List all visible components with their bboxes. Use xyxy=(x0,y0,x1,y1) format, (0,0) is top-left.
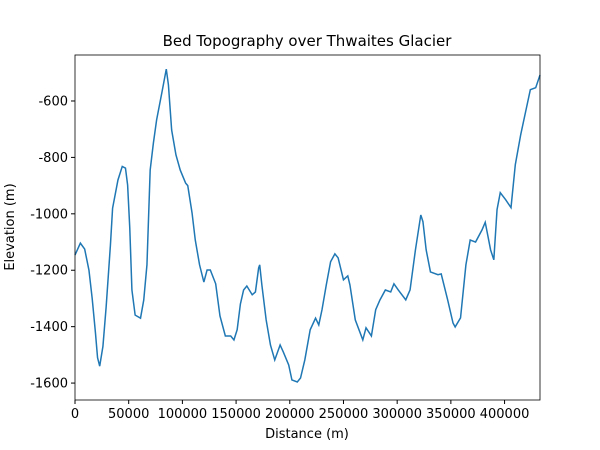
x-tick-label: 0 xyxy=(71,407,79,422)
x-axis-label: Distance (m) xyxy=(265,427,349,442)
x-tick-label: 250000 xyxy=(319,407,369,422)
x-tick-label: 200000 xyxy=(265,407,315,422)
chart-title: Bed Topography over Thwaites Glacier xyxy=(163,32,453,50)
y-tick-label: -1600 xyxy=(30,377,68,392)
plot-frame xyxy=(74,54,541,401)
y-tick-label: -1200 xyxy=(30,264,68,279)
x-tick-label: 150000 xyxy=(211,407,261,422)
y-tick-label: -1000 xyxy=(30,207,68,222)
y-tick-label: -600 xyxy=(38,94,68,109)
x-tick-label: 100000 xyxy=(158,407,208,422)
x-tick-label: 400000 xyxy=(480,407,530,422)
y-tick-label: -1400 xyxy=(30,320,68,335)
line xyxy=(74,68,541,383)
x-tick-label: 50000 xyxy=(108,407,149,422)
x-tick-label: 350000 xyxy=(426,407,476,422)
y-tick-label: -800 xyxy=(38,151,68,166)
x-tick-label: 300000 xyxy=(372,407,422,422)
y-axis-label: Elevation (m) xyxy=(3,183,18,270)
